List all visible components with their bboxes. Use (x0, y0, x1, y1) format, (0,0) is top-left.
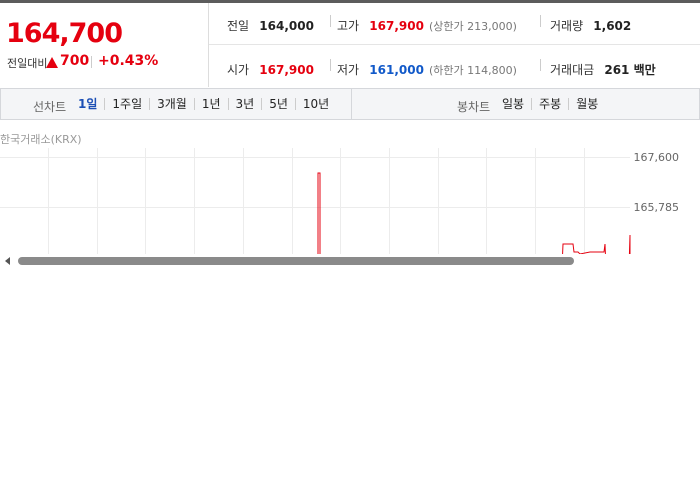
y-label: 165,785 (634, 201, 680, 214)
row-divider (209, 44, 700, 45)
stat-value: 167,900 (259, 63, 314, 77)
candle-tabs: 일봉 주봉 월봉 (495, 98, 605, 110)
period-tab[interactable]: 1년 (193, 98, 228, 110)
stat-label: 저가 (337, 63, 360, 77)
period-tab[interactable]: 10년 (294, 98, 336, 110)
divider (91, 56, 92, 68)
top-border (0, 0, 700, 3)
quote-box: 164,700 전일대비 700 +0.43% (0, 3, 209, 87)
stat-value: 161,000 (369, 63, 424, 77)
period-tab[interactable]: 1주일 (104, 98, 149, 110)
divider (330, 15, 331, 27)
stat-label: 전일 (227, 19, 250, 33)
stat-label: 거래량 (550, 19, 584, 33)
tab-bar: 선차트 1일 1주일 3개월 1년 3년 5년 10년 봉차트 일봉 주봉 월봉 (0, 88, 700, 120)
chart-source: 한국거래소(KRX) (0, 133, 82, 146)
period-tab[interactable]: 1일 (78, 97, 98, 111)
change: 700 (60, 53, 90, 69)
line-tabs: 1일 1주일 3개월 1년 3년 5년 10년 (71, 98, 336, 110)
stat-note: (상한가 213,000) (429, 20, 517, 33)
period-tab[interactable]: 5년 (261, 98, 295, 110)
stat-value: 1,602 (593, 19, 632, 33)
divider (330, 59, 331, 71)
chart: 167,600 165,785 (0, 148, 700, 268)
period-tab[interactable]: 일봉 (502, 97, 525, 111)
period-tab[interactable]: 주봉 (531, 98, 568, 110)
period-tab[interactable]: 3개월 (149, 98, 194, 110)
stat-value: 261 백만 (604, 63, 656, 77)
price: 164,700 (6, 18, 123, 49)
period-tab[interactable]: 3년 (227, 98, 262, 110)
stat-note: (하한가 114,800) (429, 64, 517, 77)
up-icon (46, 57, 58, 68)
price-line (317, 172, 631, 268)
stat-label: 고가 (337, 19, 360, 33)
period-tab[interactable]: 월봉 (568, 98, 605, 110)
stats: 전일 164,000 고가 167,900 (상한가 213,000) 거래량 … (209, 3, 700, 87)
scroll-thumb[interactable] (18, 257, 574, 265)
grid (0, 148, 630, 256)
divider (540, 15, 541, 27)
stat-value: 164,000 (259, 19, 314, 33)
divider (540, 59, 541, 71)
stat-value: 167,900 (369, 19, 424, 33)
scroll-arrow[interactable] (5, 257, 10, 265)
divider (351, 89, 352, 119)
y-label: 167,600 (634, 151, 680, 164)
tab-group-label: 선차트 (33, 100, 67, 114)
stat-label: 시가 (227, 63, 250, 77)
stat-label: 거래대금 (550, 63, 595, 77)
change-pct: +0.43% (98, 53, 159, 69)
change-label: 전일대비 (7, 57, 48, 70)
tab-group-label: 봉차트 (457, 100, 491, 114)
